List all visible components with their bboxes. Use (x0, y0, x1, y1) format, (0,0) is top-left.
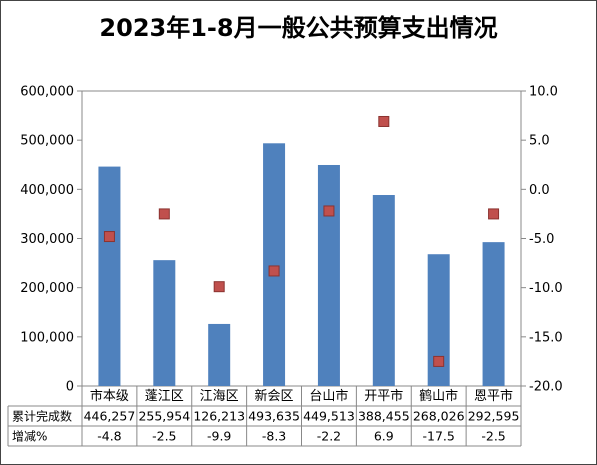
category-label: 开平市 (364, 388, 403, 404)
left-axis-tick-label: 200,000 (20, 281, 74, 296)
bar (98, 166, 121, 386)
category-label: 新会区 (255, 388, 294, 404)
right-axis-tick-label: -10.0 (529, 281, 563, 296)
table-cell: 255,954 (138, 409, 190, 424)
right-axis-tick-label: -5.0 (529, 232, 554, 247)
left-axis-tick-label: 300,000 (20, 232, 74, 247)
bar (153, 260, 176, 386)
category-label: 江海区 (200, 389, 239, 404)
table-cell: -9.9 (207, 429, 231, 444)
left-axis-tick-label: 500,000 (20, 134, 74, 149)
scatter-point (323, 205, 335, 217)
table-cell: 6.9 (374, 429, 394, 444)
table-cell: -2.5 (152, 429, 176, 444)
bar (317, 164, 340, 386)
bar (208, 323, 231, 386)
bar (427, 254, 450, 386)
table-cell: -2.5 (481, 429, 505, 444)
plot-area (81, 90, 522, 387)
right-axis-tick-label: 5.0 (529, 134, 550, 149)
table-cell: -17.5 (423, 429, 455, 444)
scatter-point (378, 115, 390, 127)
category-label: 台山市 (309, 388, 348, 404)
table-cell: 446,257 (84, 409, 136, 424)
table-row-header: 增减% (12, 430, 47, 444)
table-cell: 268,026 (413, 409, 465, 424)
scatter-point (488, 208, 500, 220)
category-label: 鹤山市 (419, 388, 458, 404)
table-cell: 126,213 (193, 409, 245, 424)
left-axis-tick-label: 100,000 (20, 330, 74, 345)
right-axis-tick-label: -20.0 (529, 380, 563, 395)
scatter-point (433, 355, 445, 367)
left-axis-tick-label: 400,000 (20, 183, 74, 198)
scatter-point (268, 265, 280, 277)
scatter-point (213, 281, 225, 293)
table-cell: 493,635 (248, 409, 300, 424)
table-cell: -2.2 (317, 429, 341, 444)
chart-title: 2023年1-8月一般公共预算支出情况 (99, 14, 498, 42)
table-cell: -8.3 (262, 429, 286, 444)
bar (263, 143, 286, 386)
category-label: 市本级 (90, 388, 129, 404)
bar (372, 195, 395, 386)
left-axis-tick-label: 600,000 (20, 85, 74, 100)
table-cell: -4.8 (97, 429, 121, 444)
right-axis-tick-label: -15.0 (529, 330, 563, 345)
category-label: 蓬江区 (145, 389, 184, 404)
left-axis-tick-label: 0 (66, 380, 74, 395)
scatter-point (158, 208, 170, 220)
table-row-header: 累计完成数 (12, 409, 72, 424)
right-axis-tick-label: 10.0 (529, 85, 558, 100)
table-cell: 292,595 (468, 409, 520, 424)
category-label: 恩平市 (474, 388, 513, 404)
table-cell: 449,513 (303, 409, 355, 424)
bar (482, 242, 505, 386)
right-axis-tick-label: 0.0 (529, 183, 550, 198)
table-cell: 388,455 (358, 409, 410, 424)
scatter-point (103, 231, 115, 243)
